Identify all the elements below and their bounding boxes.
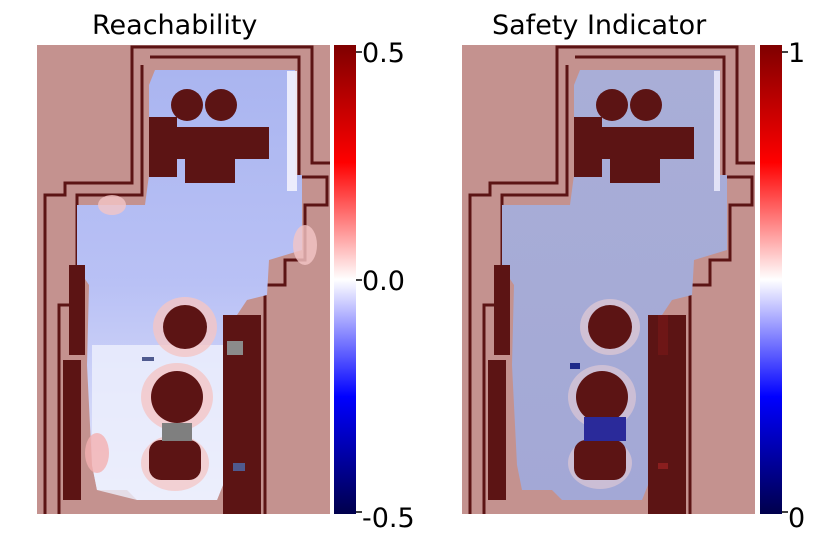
gray-patch [142, 357, 154, 361]
left-colorbar-tick-max: 0.5 [362, 38, 405, 69]
left-colorbar-tick-min: -0.5 [362, 503, 415, 534]
right-field-region [502, 70, 727, 500]
left-panel-title: Reachability [92, 10, 258, 41]
right-colorbar [760, 45, 782, 514]
dark-red-patch [658, 315, 668, 355]
right-colorbar-tick-min: 0 [788, 503, 806, 534]
dark-blue-patch [584, 417, 626, 441]
gray-patch [233, 463, 245, 471]
gray-patch [227, 341, 243, 355]
right-colorbar-tick-max: 1 [788, 38, 806, 69]
dark-blue-patch [570, 363, 580, 369]
left-heatmap [35, 43, 332, 516]
right-panel-title: Safety Indicator [492, 10, 707, 41]
gray-patch [162, 423, 192, 441]
left-colorbar [334, 45, 356, 514]
left-colorbar-tick-mid: 0.0 [362, 266, 405, 297]
dark-red-patch [658, 463, 668, 469]
right-heatmap [460, 43, 757, 516]
